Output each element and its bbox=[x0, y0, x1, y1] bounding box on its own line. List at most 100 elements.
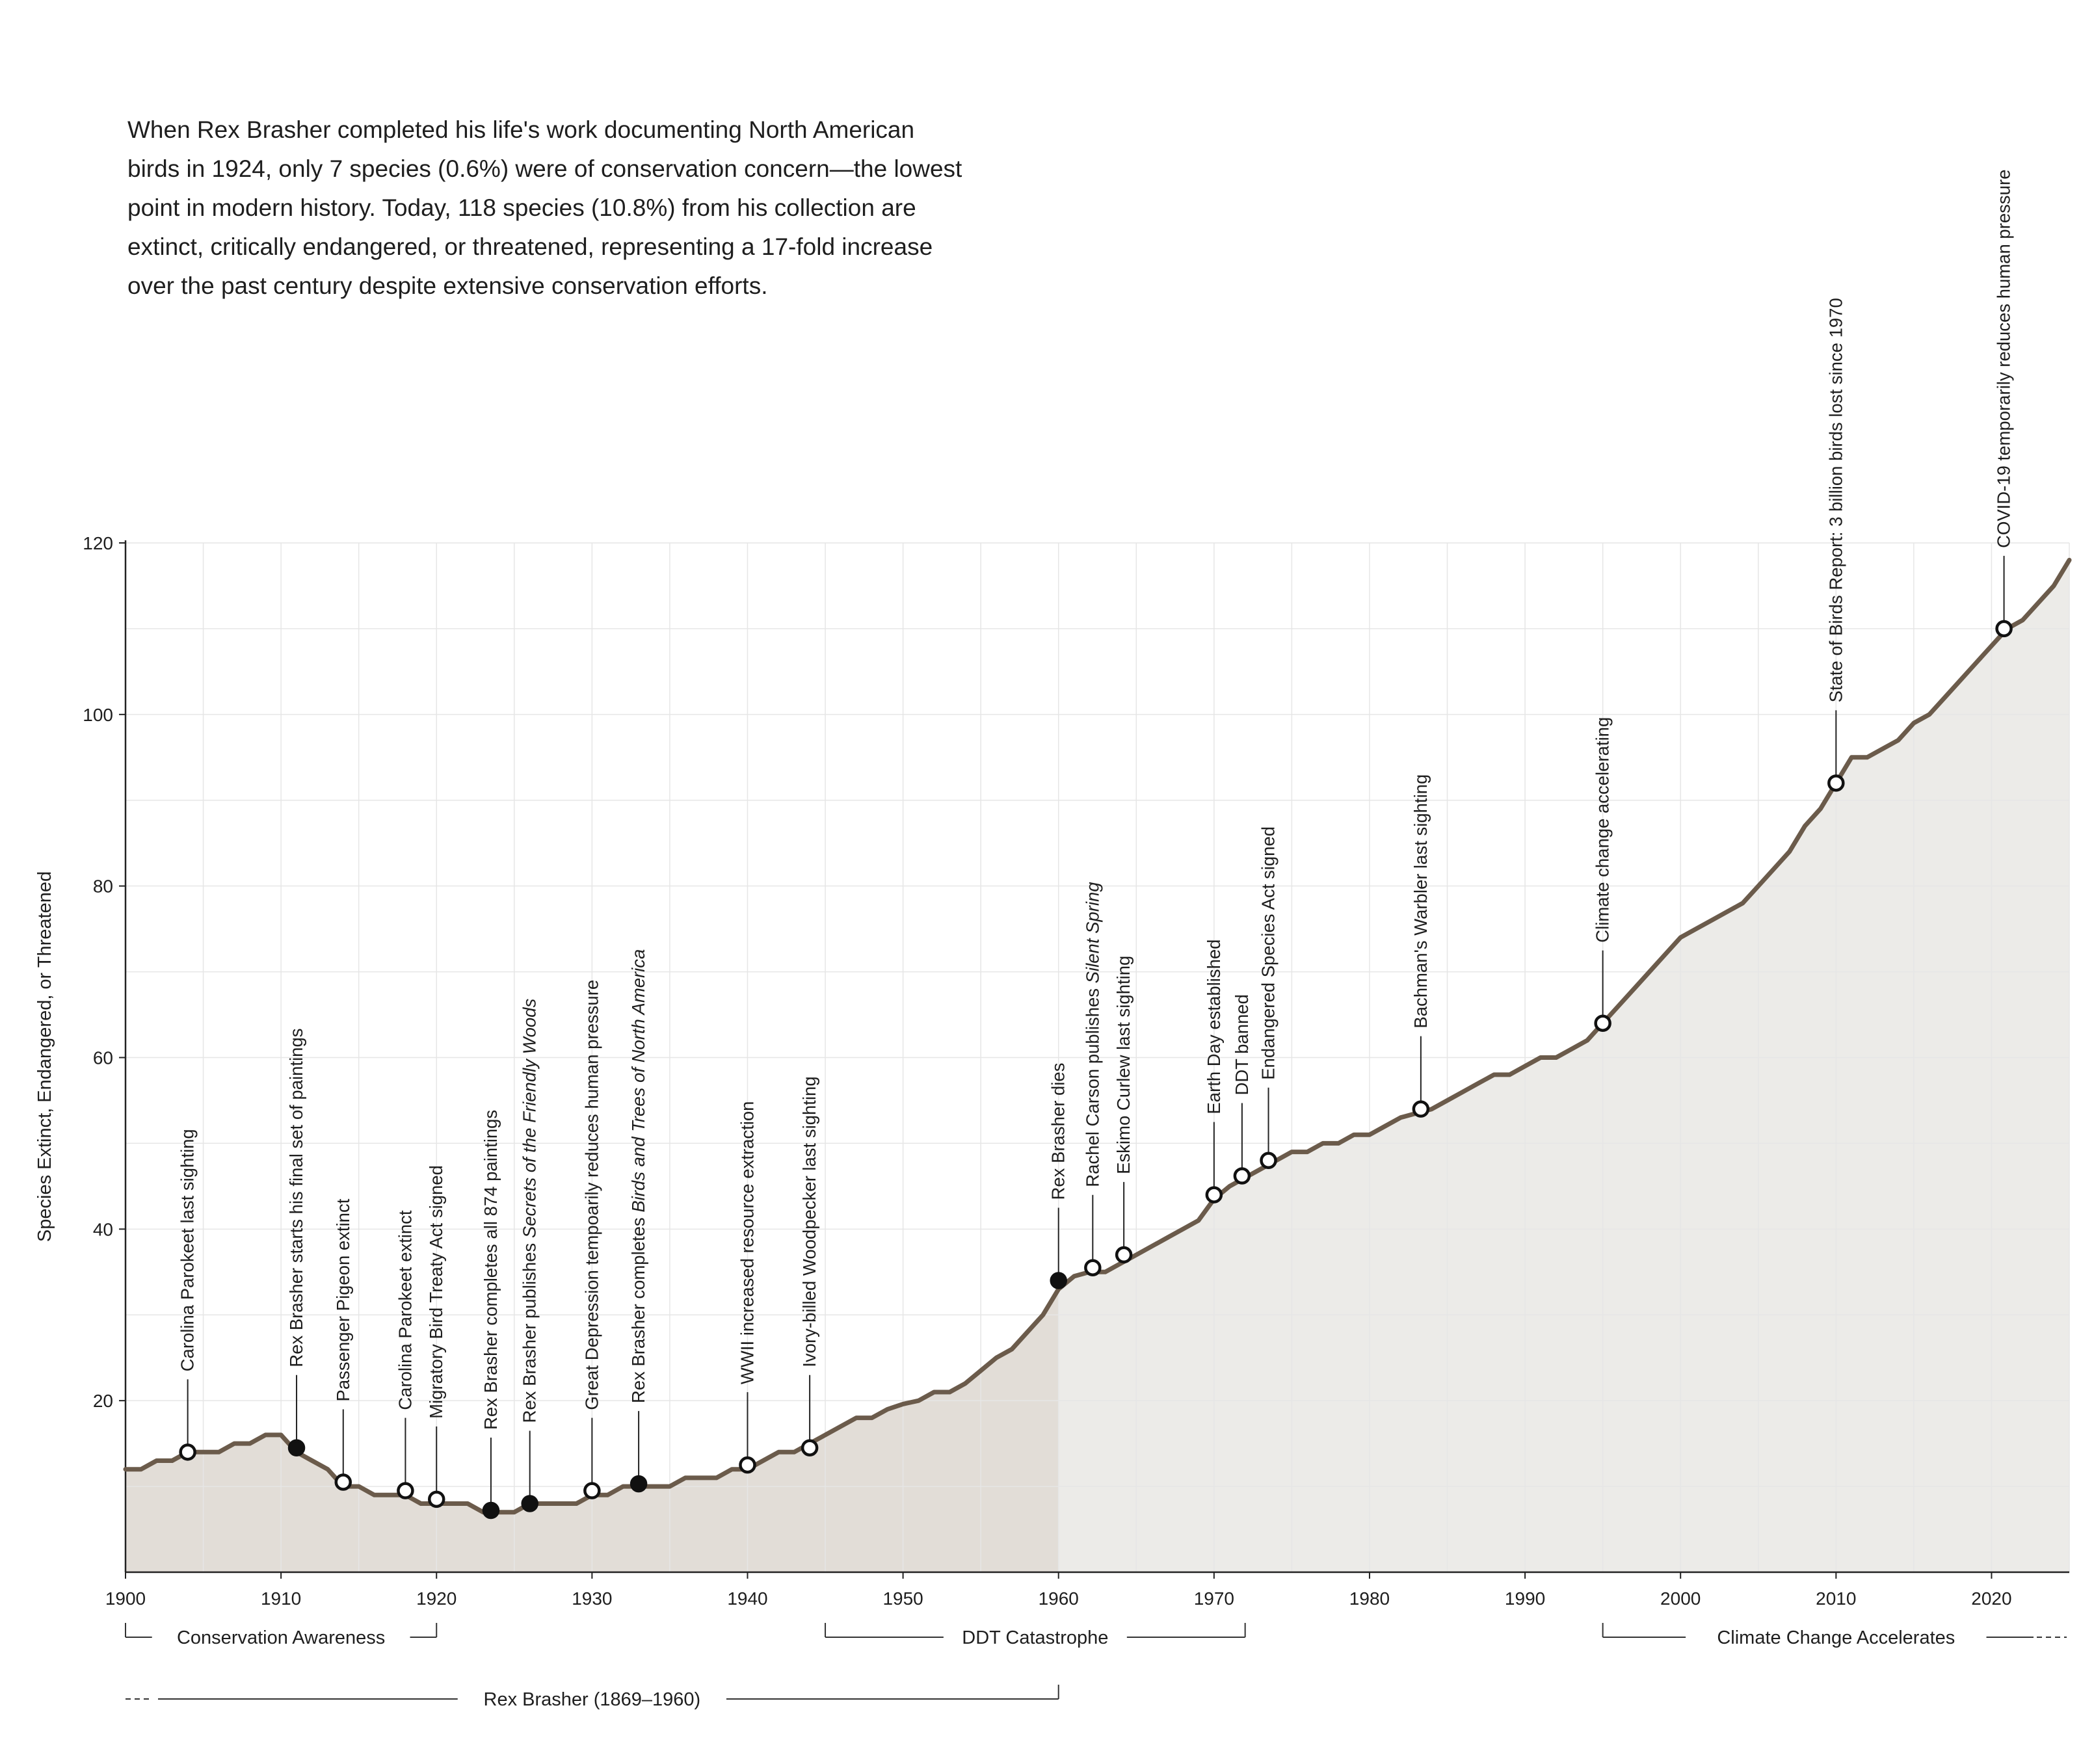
annotation-label: Rex Brasher publishes Secrets of the Fri… bbox=[520, 999, 540, 1423]
y-tick-label: 80 bbox=[93, 876, 113, 897]
annotation-2: Passenger Pigeon extinct bbox=[333, 1198, 353, 1491]
annotation-17: Bachman's Warbler last sighting bbox=[1411, 774, 1431, 1118]
annotation-marker[interactable] bbox=[1084, 1259, 1102, 1276]
annotation-label-text: Rachel Carson publishes bbox=[1082, 983, 1102, 1187]
annotation-0: Carolina Parokeet last sighting bbox=[178, 1129, 198, 1461]
y-tick-label: 120 bbox=[83, 533, 113, 553]
era-bracket-0: Conservation Awareness bbox=[125, 1623, 438, 1648]
annotation-label-text: Rex Brasher dies bbox=[1048, 1063, 1068, 1200]
annotation-marker[interactable] bbox=[1412, 1100, 1430, 1118]
annotation-11: Rex Brasher dies bbox=[1048, 1063, 1068, 1289]
annotation-label: WWII increased resource extraction bbox=[737, 1101, 757, 1385]
annotation-marker[interactable] bbox=[1050, 1272, 1067, 1289]
x-tick-label: 1930 bbox=[572, 1588, 612, 1609]
y-tick-label: 60 bbox=[93, 1048, 113, 1068]
x-tick-label: 2020 bbox=[1971, 1588, 2011, 1609]
era-label: DDT Catastrophe bbox=[962, 1627, 1108, 1648]
x-tick-label: 1950 bbox=[882, 1588, 923, 1609]
era-bracket-2: Climate Change Accelerates bbox=[1602, 1623, 2067, 1648]
annotation-marker[interactable] bbox=[583, 1482, 601, 1499]
annotation-label-italic: Secrets of the Friendly Woods bbox=[520, 999, 540, 1239]
annotation-label-text: Carolina Parokeet extinct bbox=[395, 1210, 415, 1410]
y-axis-label: Species Extinct, Endangered, or Threaten… bbox=[34, 871, 55, 1242]
annotation-label-text: Rex Brasher completes all 874 paintings bbox=[481, 1110, 501, 1430]
annotation-marker[interactable] bbox=[427, 1490, 445, 1508]
x-tick-label: 1980 bbox=[1349, 1588, 1390, 1609]
annotation-1: Rex Brasher starts his final set of pain… bbox=[286, 1029, 306, 1456]
annotation-label: Earth Day established bbox=[1204, 940, 1224, 1114]
annotation-marker[interactable] bbox=[521, 1495, 538, 1512]
annotation-label: Ivory-billed Woodpecker last sighting bbox=[799, 1076, 819, 1367]
x-tick-label: 1960 bbox=[1039, 1588, 1079, 1609]
era-label: Rex Brasher (1869–1960) bbox=[484, 1689, 701, 1710]
annotation-label-italic: Silent Spring bbox=[1082, 882, 1102, 984]
annotation-label: DDT banned bbox=[1232, 994, 1252, 1095]
annotation-3: Carolina Parokeet extinct bbox=[395, 1210, 415, 1499]
x-tick-label: 1970 bbox=[1194, 1588, 1234, 1609]
era-label: Conservation Awareness bbox=[177, 1627, 385, 1648]
annotation-12: Rachel Carson publishes Silent Spring bbox=[1082, 882, 1102, 1276]
annotation-10: Ivory-billed Woodpecker last sighting bbox=[799, 1076, 819, 1456]
annotation-label: Rex Brasher dies bbox=[1048, 1063, 1068, 1200]
annotation-marker[interactable] bbox=[482, 1501, 500, 1520]
annotation-8: Rex Brasher completes Birds and Trees of… bbox=[628, 949, 648, 1493]
annotation-marker[interactable] bbox=[1594, 1014, 1611, 1032]
y-tick-label: 20 bbox=[93, 1391, 113, 1411]
era-bracket-1: DDT Catastrophe bbox=[825, 1623, 1246, 1648]
era-brackets: Conservation Awareness DDT Catastrophe Cli… bbox=[125, 1623, 2067, 1710]
annotation-marker[interactable] bbox=[334, 1473, 352, 1491]
annotation-label: Climate change accelerating bbox=[1593, 717, 1613, 943]
annotation-label-italic: Birds and Trees of North America bbox=[628, 949, 648, 1213]
annotation-marker[interactable] bbox=[1233, 1167, 1251, 1185]
annotation-label: State of Birds Report: 3 billion birds l… bbox=[1825, 298, 1846, 702]
annotation-15: DDT banned bbox=[1232, 994, 1252, 1185]
x-tick-label: 1910 bbox=[261, 1588, 301, 1609]
x-tick-label: 2000 bbox=[1660, 1588, 1701, 1609]
annotation-14: Earth Day established bbox=[1204, 940, 1224, 1204]
annotation-label-text: Rex Brasher publishes bbox=[520, 1238, 540, 1423]
era-bracket-3: Rex Brasher (1869–1960) bbox=[126, 1685, 1059, 1710]
annotation-16: Endangered Species Act signed bbox=[1258, 826, 1279, 1170]
annotation-9: WWII increased resource extraction bbox=[737, 1101, 757, 1474]
annotation-label-text: COVID-19 temporarily reduces human press… bbox=[1994, 170, 2014, 548]
annotation-7: Great Depression tempoarily reduces huma… bbox=[581, 980, 602, 1499]
annotation-marker[interactable] bbox=[1995, 620, 2013, 638]
annotation-label-text: WWII increased resource extraction bbox=[737, 1101, 757, 1385]
annotation-marker[interactable] bbox=[739, 1456, 756, 1474]
annotation-label-text: Passenger Pigeon extinct bbox=[333, 1198, 353, 1401]
annotation-marker[interactable] bbox=[397, 1482, 414, 1499]
annotation-label-text: DDT banned bbox=[1232, 994, 1252, 1095]
annotation-13: Eskimo Curlew last sighting bbox=[1113, 956, 1133, 1264]
annotation-18: Climate change accelerating bbox=[1593, 717, 1613, 1032]
y-tick-label: 40 bbox=[93, 1219, 113, 1239]
annotation-marker[interactable] bbox=[287, 1439, 306, 1456]
x-tick-label: 1920 bbox=[416, 1588, 457, 1609]
annotation-label: Passenger Pigeon extinct bbox=[333, 1198, 353, 1401]
annotation-marker[interactable] bbox=[630, 1475, 648, 1493]
annotation-label-text: Endangered Species Act signed bbox=[1258, 826, 1279, 1080]
annotation-label-text: Climate change accelerating bbox=[1593, 717, 1613, 943]
annotation-4: Migratory Bird Treaty Act signed bbox=[426, 1165, 446, 1508]
annotation-label: Bachman's Warbler last sighting bbox=[1411, 774, 1431, 1029]
annotation-label-text: Ivory-billed Woodpecker last sighting bbox=[799, 1076, 819, 1367]
annotation-label: Endangered Species Act signed bbox=[1258, 826, 1279, 1080]
annotation-marker[interactable] bbox=[1827, 774, 1845, 792]
annotation-marker[interactable] bbox=[1115, 1246, 1133, 1264]
annotation-5: Rex Brasher completes all 874 paintings bbox=[481, 1110, 501, 1520]
x-tick-label: 1900 bbox=[105, 1588, 146, 1609]
annotation-marker[interactable] bbox=[801, 1439, 819, 1456]
annotation-label: Carolina Parokeet extinct bbox=[395, 1210, 415, 1410]
gridlines bbox=[126, 542, 2070, 1572]
annotation-label-text: State of Birds Report: 3 billion birds l… bbox=[1825, 298, 1846, 702]
annotation-label-text: Eskimo Curlew last sighting bbox=[1113, 956, 1133, 1174]
annotation-label: Great Depression tempoarily reduces huma… bbox=[581, 980, 602, 1410]
annotation-label-text: Bachman's Warbler last sighting bbox=[1411, 774, 1431, 1029]
x-tick-label: 1940 bbox=[727, 1588, 767, 1609]
annotation-marker[interactable] bbox=[179, 1443, 196, 1461]
annotation-label: Rex Brasher completes all 874 paintings bbox=[481, 1110, 501, 1430]
annotation-label: Rex Brasher completes Birds and Trees of… bbox=[628, 949, 648, 1403]
annotation-label-text: Migratory Bird Treaty Act signed bbox=[426, 1165, 446, 1419]
annotation-marker[interactable] bbox=[1205, 1186, 1223, 1204]
annotation-marker[interactable] bbox=[1260, 1152, 1277, 1170]
axes: 1900 1910 1920 1930 1940 1950 1960 1970 1980 1990… bbox=[83, 533, 2069, 1609]
